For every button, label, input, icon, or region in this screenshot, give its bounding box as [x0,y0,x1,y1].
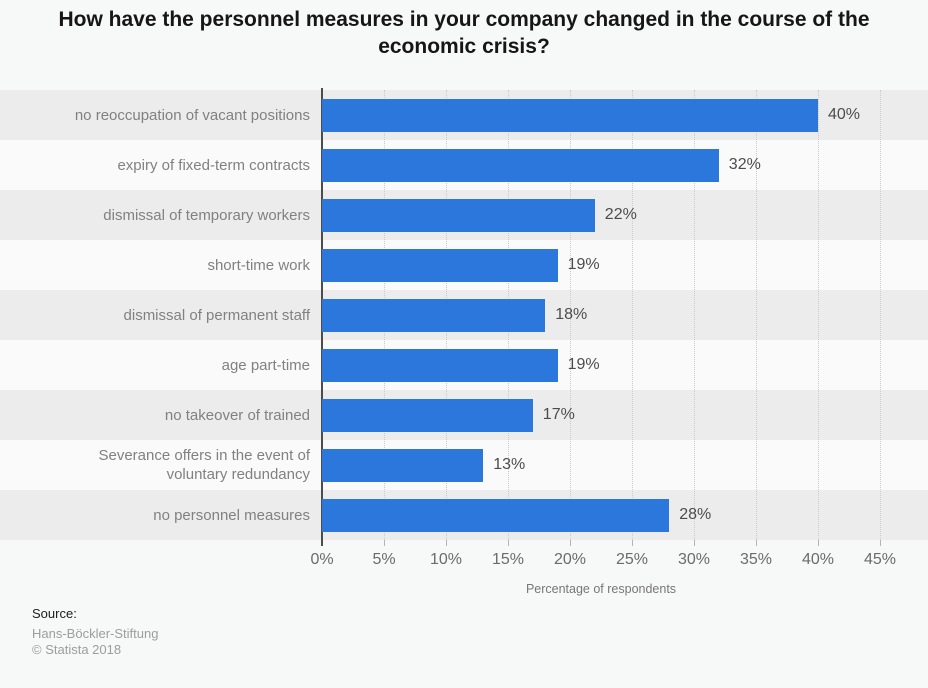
category-label: no reoccupation of vacant positions [74,106,310,124]
data-bar [322,199,595,232]
gridline [818,90,819,540]
category-label: Severance offers in the event of volunta… [98,447,310,483]
data-bar [322,499,670,532]
tick-mark [880,540,881,546]
x-tick-label: 5% [372,551,396,568]
x-tick-label: 0% [310,551,334,568]
x-tick-label: 40% [801,551,835,568]
data-bar [322,149,719,182]
chart-title: How have the personnel measures in your … [58,8,870,58]
gridline [756,90,757,540]
copyright-statista: © Statista 2018 [32,642,122,657]
x-tick-label: 25% [615,551,649,568]
gridline [570,90,571,540]
chart-row: age part-time 19% [0,340,928,390]
x-tick-label: 15% [491,551,525,568]
chart-row: no takeover of trained 17% [0,390,928,440]
value-label: 40% [828,106,861,123]
tick-mark [632,540,633,546]
source-name: Hans-Böckler-Stiftung [32,626,159,641]
value-label: 22% [604,206,637,223]
chart-row: no reoccupation of vacant positions 40% [0,90,928,140]
value-label: 13% [493,456,526,473]
chart-row: short-time work 19% [0,240,928,290]
chart-row: dismissal of temporary workers 22% [0,190,928,240]
category-label: age part-time [221,356,310,374]
category-label: dismissal of temporary workers [103,206,310,224]
tick-mark [384,540,385,546]
value-label: 28% [679,506,712,523]
x-tick-label: 30% [677,551,711,568]
category-label: no takeover of trained [164,406,310,424]
x-tick-label: 35% [739,551,773,568]
tick-mark [446,540,447,546]
data-bar [322,399,533,432]
value-label: 19% [567,256,600,273]
chart-row: Severance offers in the event of volunta… [0,440,928,490]
data-bar [322,449,484,482]
gridline [880,90,881,540]
plot-area: no reoccupation of vacant positions 40% ex… [0,88,928,546]
source-label: Source: [32,606,77,621]
data-bar [322,299,546,332]
category-label: dismissal of permanent staff [123,306,310,324]
data-bar [322,349,558,382]
gridline [632,90,633,540]
tick-mark [508,540,509,546]
category-label: short-time work [207,256,310,274]
tick-mark [694,540,695,546]
value-label: 17% [542,406,575,423]
source-block: Source: Hans-Böckler-Stiftung © Statista… [32,606,158,658]
data-bar [322,99,818,132]
value-label: 19% [567,356,600,373]
data-bar [322,249,558,282]
x-axis-title: Percentage of respondents [525,582,677,596]
value-label: 18% [555,306,588,323]
chart-row: no personnel measures 28% [0,490,928,540]
chart-row: dismissal of permanent staff 18% [0,290,928,340]
tick-mark [756,540,757,546]
category-label: no personnel measures [153,506,310,524]
x-tick-label: 10% [429,551,463,568]
x-tick-label: 20% [553,551,587,568]
chart-row: expiry of fixed-term contracts 32% [0,140,928,190]
tick-mark [818,540,819,546]
gridline [694,90,695,540]
category-label: expiry of fixed-term contracts [117,156,310,174]
tick-mark [570,540,571,546]
x-tick-label: 45% [863,551,897,568]
x-axis-tick-labels: 0% 5% 10% 15% 20% 25% 30% 35% 40% 45% [0,551,928,571]
value-label: 32% [728,156,761,173]
